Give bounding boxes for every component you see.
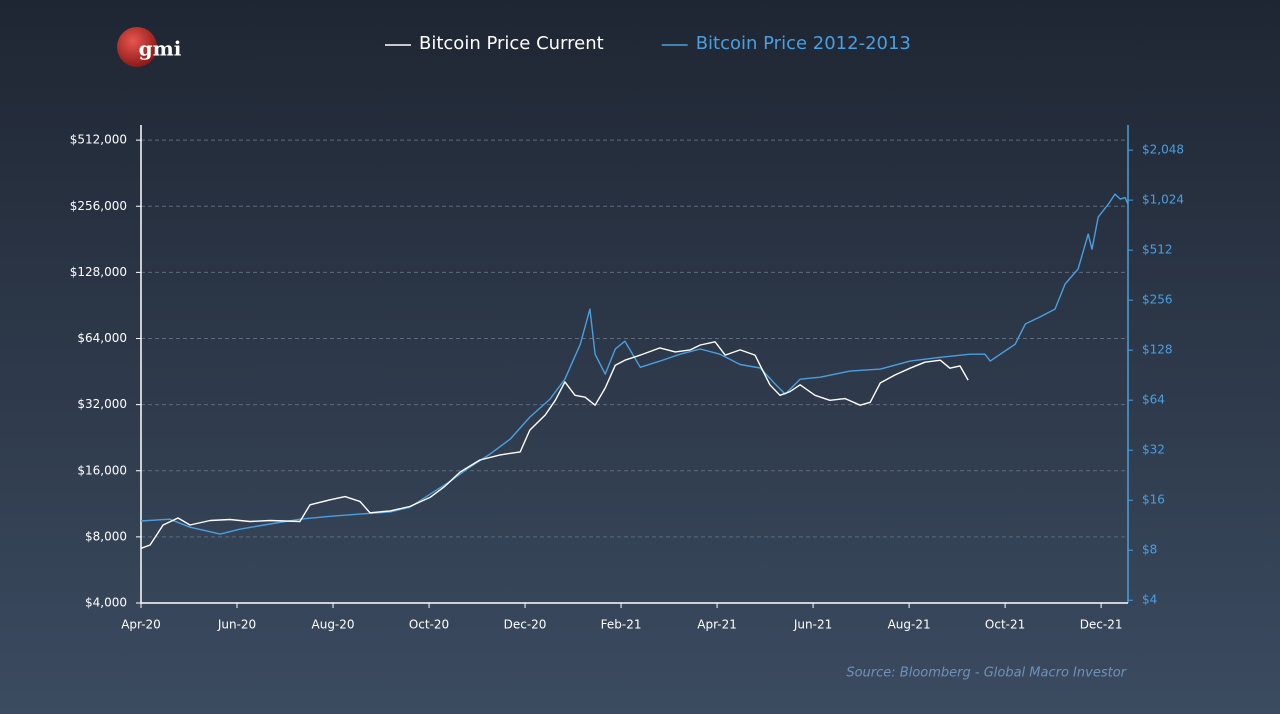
source: Source: Bloomberg - Global Macro Investo… (846, 666, 1127, 681)
y2-tick-label: $512 (1142, 243, 1173, 257)
series-line (140, 193, 1129, 535)
x-tick-label: Dec-21 (1080, 618, 1123, 632)
x-tick-label: Dec-20 (504, 618, 547, 632)
x-tick-label: Oct-20 (409, 618, 449, 632)
y2-tick-label: $64 (1142, 393, 1165, 407)
x-tick-label: Aug-21 (888, 618, 931, 632)
x-tick-label: Apr-21 (697, 618, 737, 632)
x-tick-label: Feb-21 (601, 618, 642, 632)
y2-tick-label: $1,024 (1142, 193, 1184, 207)
x-tick-label: Jun-20 (217, 618, 256, 632)
y-tick-label: $128,000 (70, 265, 127, 279)
y-tick-label: $256,000 (70, 199, 127, 213)
y-tick-label: $16,000 (77, 463, 127, 477)
x-tick-label: Jun-21 (793, 618, 832, 632)
y2-tick-label: $16 (1142, 493, 1165, 507)
logo-text: gmi (139, 37, 182, 61)
series-line (140, 341, 969, 549)
y-tick-label: $32,000 (77, 397, 127, 411)
y2-tick-label: $2,048 (1142, 143, 1184, 157)
y-tick-label: $8,000 (85, 529, 127, 543)
y-tick-label: $64,000 (77, 331, 127, 345)
y2-tick-label: $32 (1142, 443, 1165, 457)
x-tick-label: Oct-21 (985, 618, 1025, 632)
y-tick-label: $4,000 (85, 596, 127, 610)
legend-label: Bitcoin Price Current (419, 33, 604, 54)
legend-label: Bitcoin Price 2012-2013 (696, 33, 911, 54)
y-tick-label: $512,000 (70, 133, 127, 147)
y2-tick-label: $8 (1142, 543, 1157, 557)
x-tick-label: Apr-20 (121, 618, 161, 632)
logo-ball (117, 27, 157, 67)
y2-tick-label: $4 (1142, 593, 1157, 607)
x-tick-label: Aug-20 (312, 618, 355, 632)
y2-tick-label: $128 (1142, 343, 1173, 357)
y2-tick-label: $256 (1142, 293, 1173, 307)
